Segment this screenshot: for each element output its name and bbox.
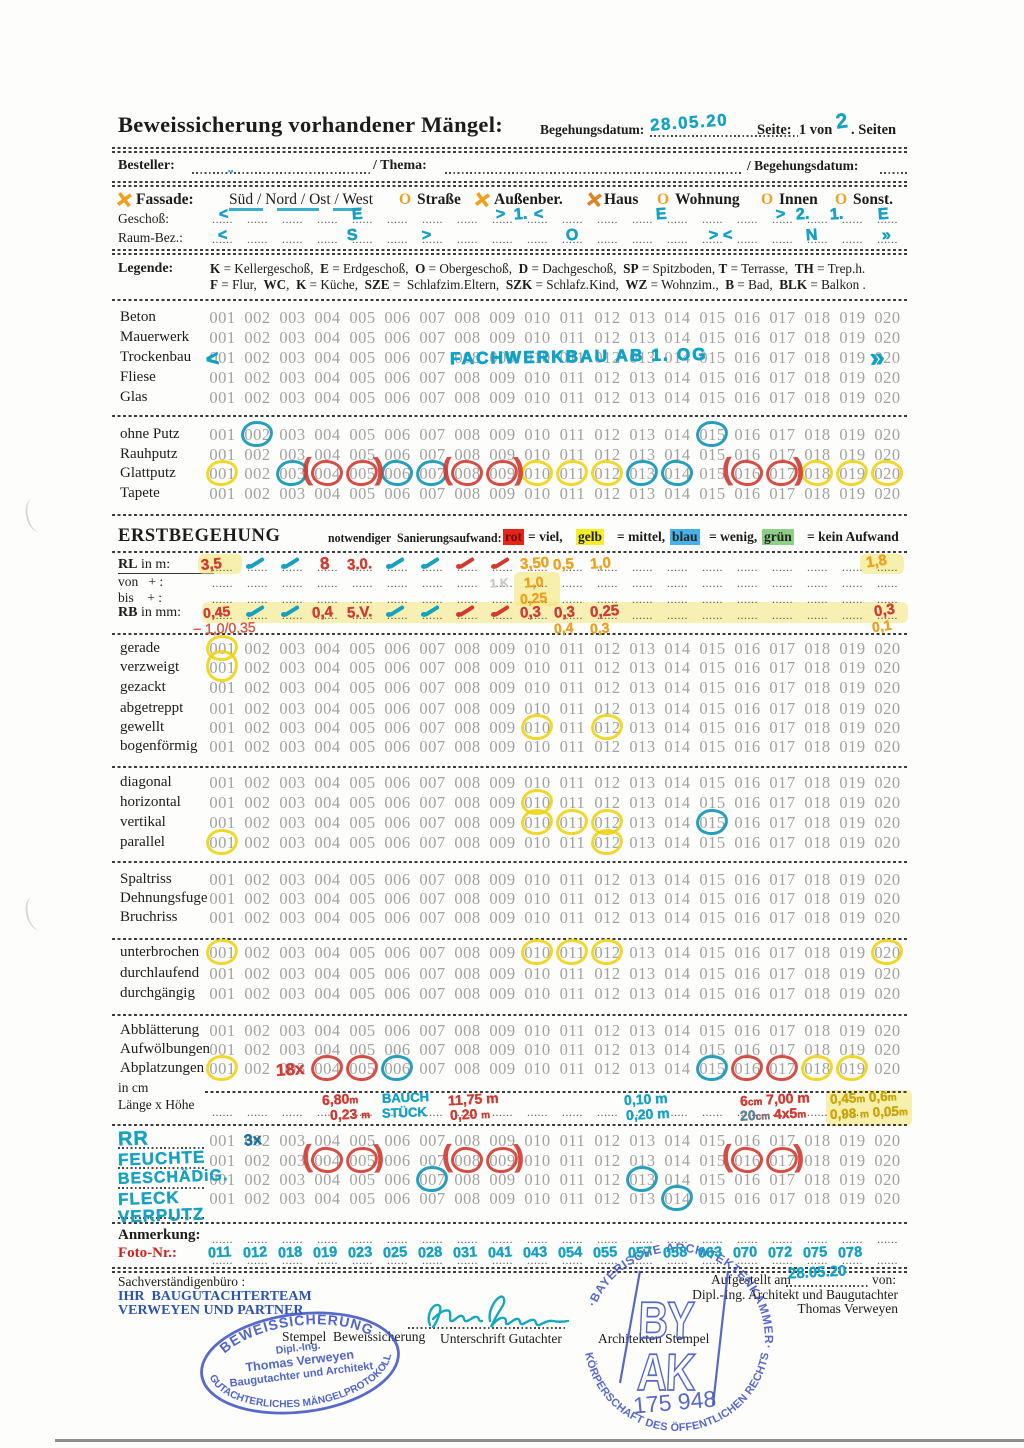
svg-text:Dipl.-Ing.: Dipl.-Ing. bbox=[275, 1339, 321, 1356]
svg-text:AK: AK bbox=[636, 1343, 697, 1401]
svg-text:BY: BY bbox=[637, 1291, 695, 1349]
